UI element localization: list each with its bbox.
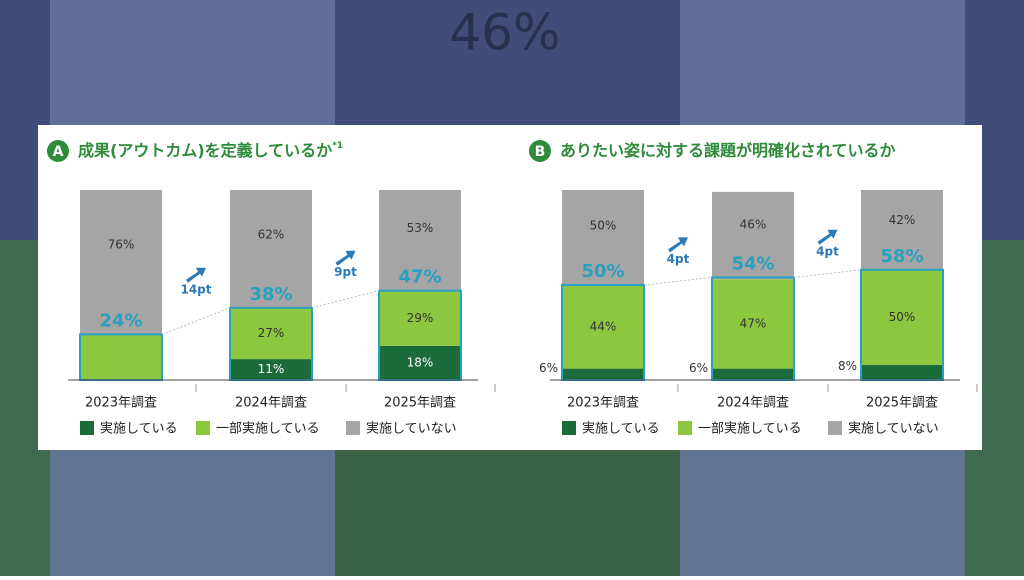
- legend-label: 一部実施している: [216, 421, 320, 437]
- bar-segment: [861, 364, 943, 380]
- data-label: 50%: [590, 219, 617, 233]
- bar-segment: [562, 285, 644, 369]
- change-indicator: 14pt: [180, 267, 212, 296]
- trend-line: [161, 307, 231, 335]
- change-label: 4pt: [667, 252, 690, 266]
- legend-label: 一部実施している: [698, 421, 802, 437]
- legend-label: 実施している: [100, 421, 178, 437]
- badge-letter: A: [53, 144, 64, 160]
- bar-segment: [712, 191, 794, 280]
- data-label: 47%: [740, 316, 767, 330]
- trend-line: [793, 269, 862, 278]
- bar-segment: [80, 334, 162, 380]
- chart-title: ありたい姿に対する課題が明確化されているか: [560, 141, 896, 160]
- bar-segment: [712, 279, 794, 369]
- total-label: 58%: [880, 246, 923, 267]
- change-label: 9pt: [334, 265, 357, 279]
- data-label: 42%: [889, 213, 916, 227]
- bar-segment: [861, 190, 943, 270]
- legend-swatch: [678, 421, 692, 435]
- data-label: 44%: [590, 319, 617, 333]
- title-note: *1: [332, 141, 343, 151]
- data-label: 8%: [838, 359, 857, 373]
- legend-swatch: [828, 421, 842, 435]
- data-label: 62%: [258, 227, 285, 241]
- bar-segment: [562, 190, 644, 285]
- legend-swatch: [562, 421, 576, 435]
- change-arrow: [186, 267, 206, 283]
- change-arrow: [817, 229, 838, 245]
- total-label: 38%: [249, 284, 292, 305]
- chart-title-text: ありたい姿に対する課題が明確化されているか: [560, 141, 896, 160]
- data-label: 50%: [889, 310, 916, 324]
- data-label: 76%: [108, 237, 135, 251]
- chart-title-text: 成果(アウトカム)を定義しているか: [78, 141, 332, 160]
- trend-line: [311, 290, 380, 309]
- change-arrow: [335, 250, 356, 266]
- data-label: 11%: [258, 362, 285, 376]
- legend-label: 実施していない: [366, 421, 457, 437]
- total-label: 54%: [731, 253, 774, 274]
- bar-segment: [562, 368, 644, 380]
- x-tick-label: 2023年調査: [85, 396, 157, 411]
- bar-segment: [80, 190, 162, 335]
- change-indicator: 4pt: [816, 229, 839, 258]
- change-label: 14pt: [180, 282, 211, 296]
- bar-segment: [230, 190, 312, 308]
- background-text: 46%: [449, 4, 560, 62]
- legend-label: 実施している: [582, 421, 660, 437]
- change-label: 4pt: [816, 244, 839, 258]
- legend-swatch: [80, 421, 94, 435]
- data-label: 18%: [407, 355, 434, 369]
- total-label: 24%: [99, 310, 142, 331]
- chart-title: 成果(アウトカム)を定義しているか*1: [78, 141, 343, 160]
- data-label: 53%: [407, 221, 434, 235]
- badge-letter: B: [535, 144, 546, 160]
- bar-segment: [379, 345, 461, 380]
- change-indicator: 4pt: [667, 237, 690, 266]
- change-arrow: [668, 237, 688, 253]
- x-tick-label: 2023年調査: [567, 396, 639, 411]
- data-label: 6%: [689, 361, 708, 375]
- bar-segment: [379, 190, 461, 291]
- trend-line: [643, 276, 713, 286]
- bar-segment: [861, 269, 943, 365]
- data-label: 29%: [407, 311, 434, 325]
- panel: [38, 125, 982, 450]
- legend-label: 実施していない: [848, 421, 939, 437]
- total-label: 50%: [581, 261, 624, 282]
- x-tick-label: 2024年調査: [235, 396, 307, 411]
- change-indicator: 9pt: [334, 250, 357, 279]
- data-label: 46%: [740, 218, 767, 232]
- badge: [47, 140, 69, 162]
- legend-swatch: [346, 421, 360, 435]
- total-label: 47%: [398, 267, 441, 288]
- badge: [529, 140, 551, 162]
- bar-segment: [379, 290, 461, 346]
- bar-segment: [230, 359, 312, 380]
- data-label: 6%: [539, 361, 558, 375]
- bar-segment: [712, 368, 794, 380]
- legend-swatch: [196, 421, 210, 435]
- bar-segment: [230, 307, 312, 360]
- x-tick-label: 2024年調査: [717, 396, 789, 411]
- x-tick-label: 2025年調査: [384, 396, 456, 411]
- x-tick-label: 2025年調査: [866, 396, 938, 411]
- data-label: 27%: [258, 326, 285, 340]
